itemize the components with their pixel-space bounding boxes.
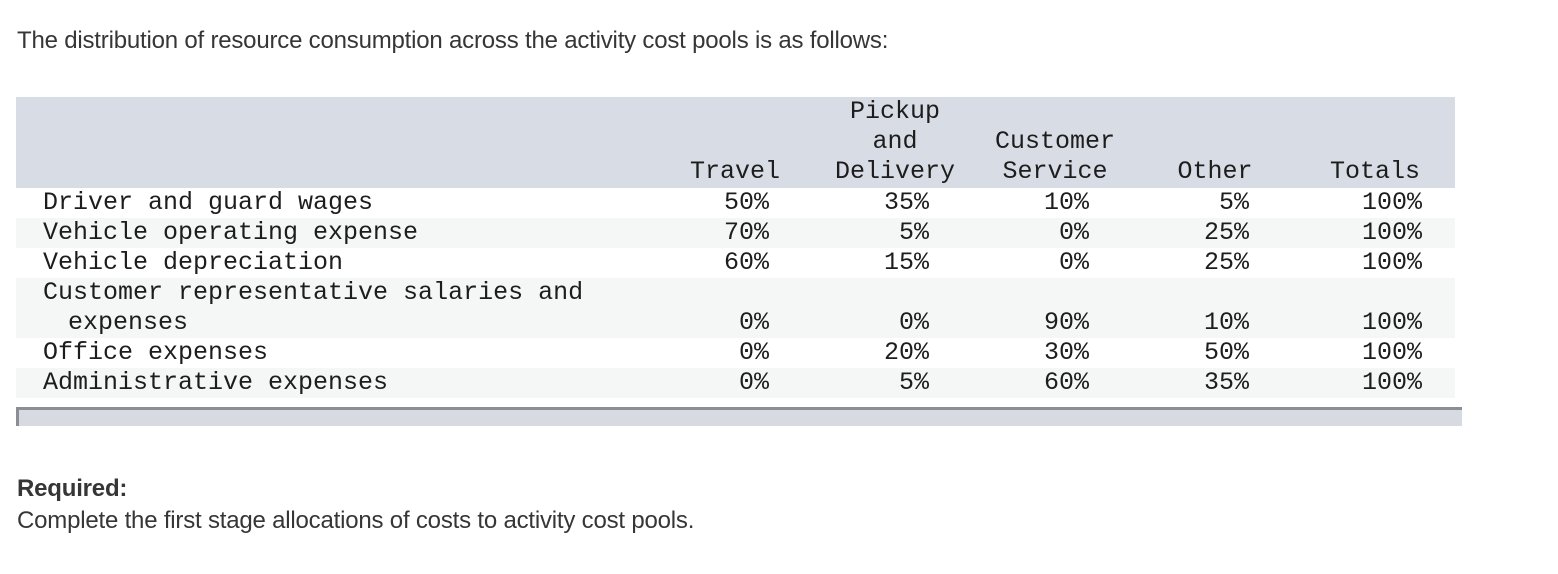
row-label: Office expenses (43, 338, 269, 367)
cell-totals: 100% (1361, 188, 1422, 217)
col-header-line: Totals (1329, 157, 1420, 186)
cell-totals: 100% (1295, 278, 1455, 338)
col-header-other: Other (1135, 97, 1295, 188)
table-row-vehicle-depreciation: Vehicle depreciation 60% 15% 0% 25% 100% (16, 248, 1455, 278)
table-header-row: Travel Pickup and Delivery Customer Serv… (16, 97, 1455, 188)
cell-customer-service: 90% (975, 278, 1135, 338)
cell-customer-service: 30% (1043, 338, 1089, 367)
row-label: Administrative expenses (16, 368, 655, 398)
col-header-line: Delivery (834, 157, 956, 186)
row-label: Customer representative salaries and exp… (16, 278, 655, 338)
cell-pickup-delivery: 35% (883, 188, 929, 217)
resource-consumption-table: Travel Pickup and Delivery Customer Serv… (16, 97, 1455, 398)
cell-pickup-delivery: 15% (883, 248, 929, 277)
cell-travel: 50% (723, 188, 769, 217)
cell-travel: 0% (655, 278, 815, 338)
cell-customer-service: 0% (1058, 248, 1089, 277)
cell-pickup-delivery: 20% (883, 338, 929, 367)
col-header-line: Pickup (849, 97, 940, 126)
col-header-line: and (872, 127, 918, 156)
col-header-pickup-and-delivery: Pickup and Delivery (815, 97, 975, 188)
required-section: Required: Complete the first stage alloc… (17, 473, 694, 537)
col-header-totals: Totals (1295, 97, 1455, 188)
horizontal-scrollbar[interactable] (16, 407, 1462, 426)
col-header-travel: Travel (655, 97, 815, 188)
cell-pickup-delivery: 0% (815, 278, 975, 338)
table-row-driver-and-guard-wages: Driver and guard wages 50% 35% 10% 5% 10… (16, 188, 1455, 218)
cell-totals: 100% (1295, 368, 1455, 398)
cell-customer-service: 0% (975, 218, 1135, 248)
row-label: Driver and guard wages (43, 188, 374, 217)
cell-other: 50% (1203, 338, 1249, 367)
cell-other: 5% (1218, 188, 1249, 217)
problem-intro-text: The distribution of resource consumption… (17, 27, 889, 54)
cell-travel: 70% (655, 218, 815, 248)
col-header-line: Customer (994, 127, 1116, 156)
cell-totals: 100% (1361, 248, 1422, 277)
cell-travel: 0% (655, 368, 815, 398)
required-instruction: Complete the first stage allocations of … (17, 507, 695, 534)
col-header-line: Other (1177, 157, 1253, 186)
cell-travel: 0% (738, 338, 769, 367)
col-header-line: Travel (689, 157, 780, 186)
cell-other: 10% (1135, 278, 1295, 338)
cell-totals: 100% (1295, 218, 1455, 248)
cell-other: 25% (1203, 248, 1249, 277)
col-header-line: Service (1002, 157, 1108, 186)
table-row-customer-representative-salaries: Customer representative salaries and exp… (16, 278, 1455, 338)
col-header-customer-service: Customer Service (975, 97, 1135, 188)
table-row-office-expenses: Office expenses 0% 20% 30% 50% 100% (16, 338, 1455, 368)
cell-other: 35% (1135, 368, 1295, 398)
row-label: Vehicle depreciation (43, 248, 344, 277)
cell-pickup-delivery: 5% (815, 218, 975, 248)
cell-customer-service: 60% (975, 368, 1135, 398)
cell-customer-service: 10% (1043, 188, 1089, 217)
cell-other: 25% (1135, 218, 1295, 248)
cell-pickup-delivery: 5% (815, 368, 975, 398)
cell-travel: 60% (723, 248, 769, 277)
col-header-empty (16, 97, 655, 188)
cell-totals: 100% (1361, 338, 1422, 367)
table-row-administrative-expenses: Administrative expenses 0% 5% 60% 35% 10… (16, 368, 1455, 398)
row-label: Vehicle operating expense (16, 218, 655, 248)
table-row-vehicle-operating-expense: Vehicle operating expense 70% 5% 0% 25% … (16, 218, 1455, 248)
required-label: Required: (17, 475, 128, 502)
